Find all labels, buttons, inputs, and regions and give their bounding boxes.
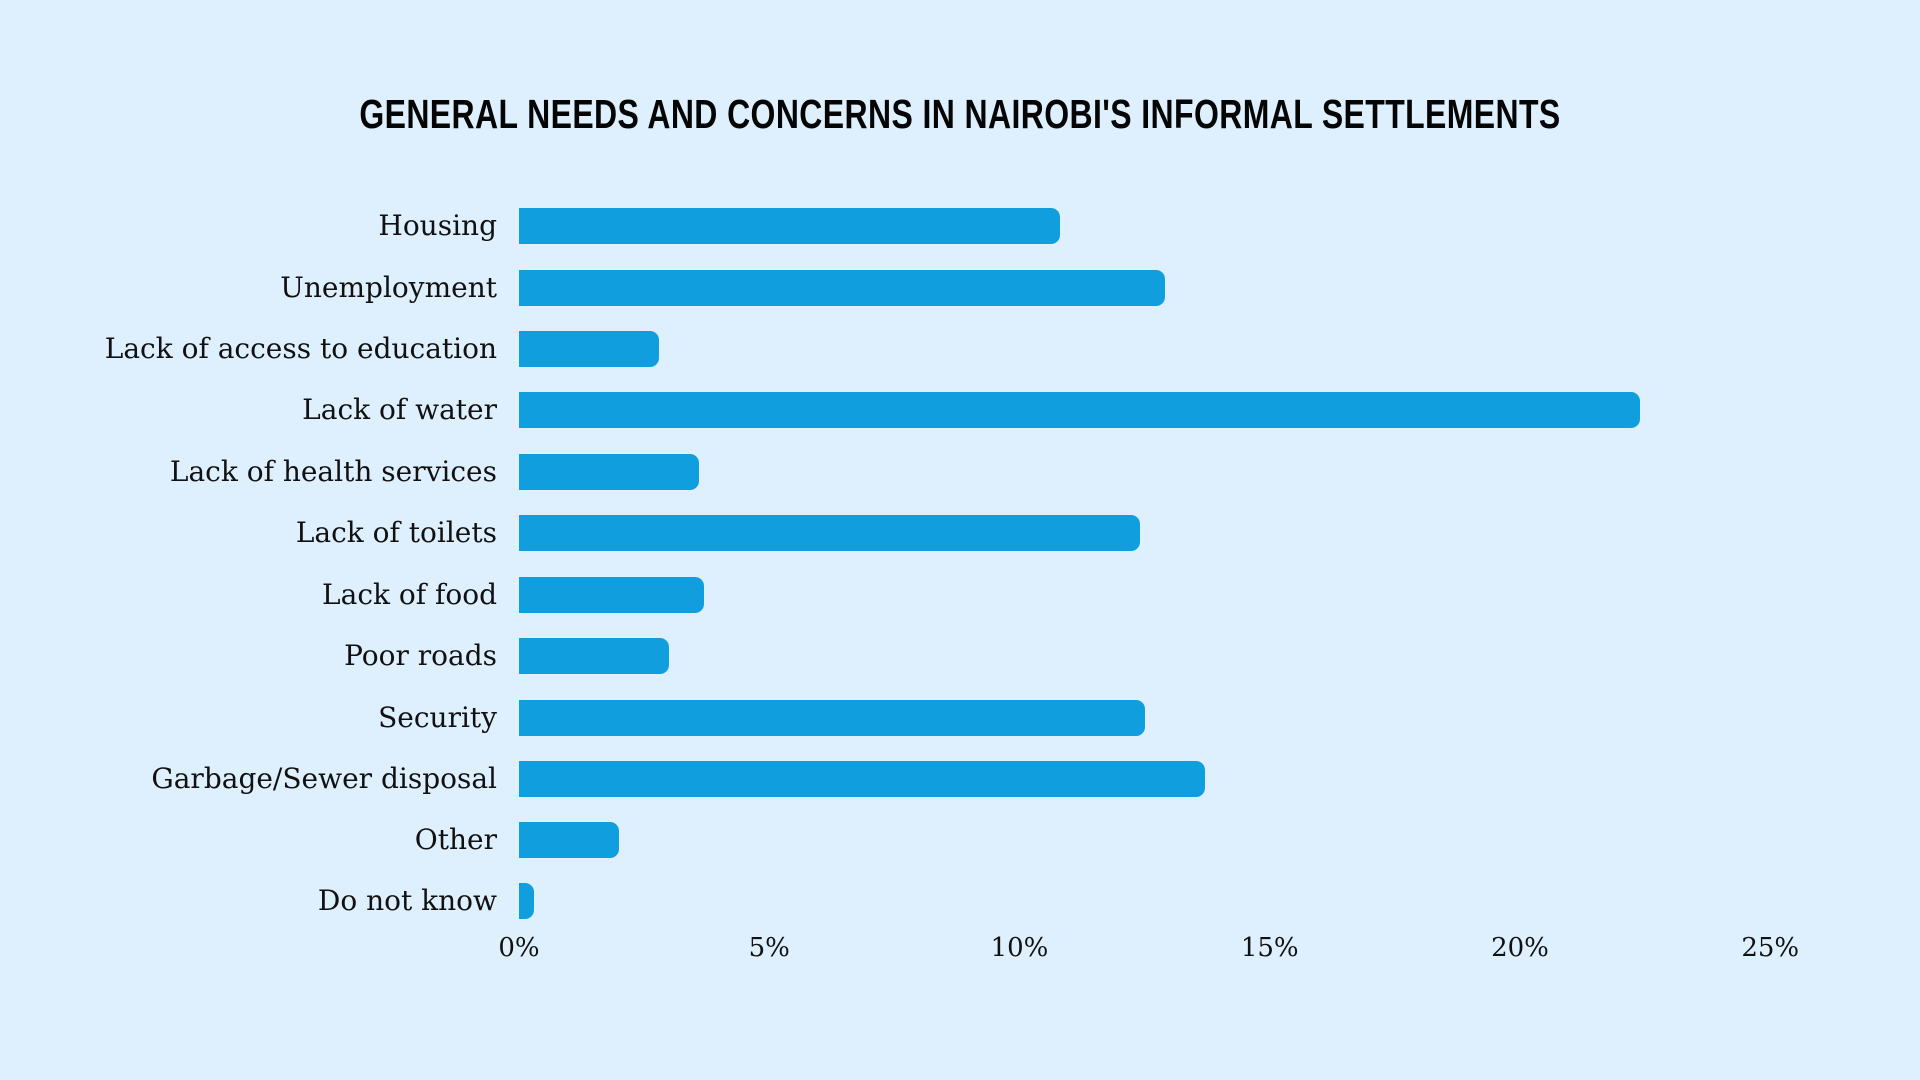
category-label: Lack of toilets: [295, 516, 497, 549]
bar-row: Do not know: [0, 883, 1920, 919]
bar: [519, 208, 1060, 244]
chart-title: GENERAL NEEDS AND CONCERNS IN NAIROBI'S …: [359, 91, 1561, 137]
bar-row: Garbage/Sewer disposal: [0, 761, 1920, 797]
bar-row: Other: [0, 822, 1920, 858]
bar-row: Housing: [0, 208, 1920, 244]
bar: [519, 761, 1205, 797]
x-tick-label: 0%: [498, 933, 540, 963]
category-label: Lack of access to education: [104, 332, 497, 365]
bar: [519, 822, 620, 858]
bar-row: Lack of toilets: [0, 515, 1920, 551]
bar-row: Poor roads: [0, 638, 1920, 674]
bar: [519, 392, 1641, 428]
category-label: Lack of food: [322, 578, 497, 611]
category-label: Security: [378, 701, 497, 734]
bar: [519, 577, 705, 613]
bar-row: Lack of health services: [0, 454, 1920, 490]
bar: [519, 700, 1145, 736]
bar-row: Lack of food: [0, 577, 1920, 613]
category-label: Other: [414, 823, 497, 856]
category-label: Garbage/Sewer disposal: [151, 762, 497, 795]
x-tick-label: 15%: [1240, 933, 1299, 963]
bar-row: Lack of access to education: [0, 331, 1920, 367]
category-label: Lack of water: [302, 393, 497, 426]
bar-row: Lack of water: [0, 392, 1920, 428]
bar: [519, 638, 670, 674]
bar-row: Security: [0, 700, 1920, 736]
bar: [519, 270, 1165, 306]
category-label: Poor roads: [344, 639, 497, 672]
x-tick-label: 25%: [1741, 933, 1800, 963]
bar: [519, 331, 660, 367]
x-tick-label: 10%: [990, 933, 1049, 963]
category-label: Lack of health services: [169, 455, 497, 488]
category-label: Unemployment: [280, 271, 497, 304]
bar: [519, 454, 700, 490]
bar: [519, 515, 1140, 551]
category-label: Do not know: [317, 884, 497, 917]
category-label: Housing: [378, 209, 497, 242]
x-tick-label: 5%: [748, 933, 790, 963]
bar: [519, 883, 534, 919]
bar-row: Unemployment: [0, 270, 1920, 306]
x-tick-label: 20%: [1491, 933, 1549, 963]
